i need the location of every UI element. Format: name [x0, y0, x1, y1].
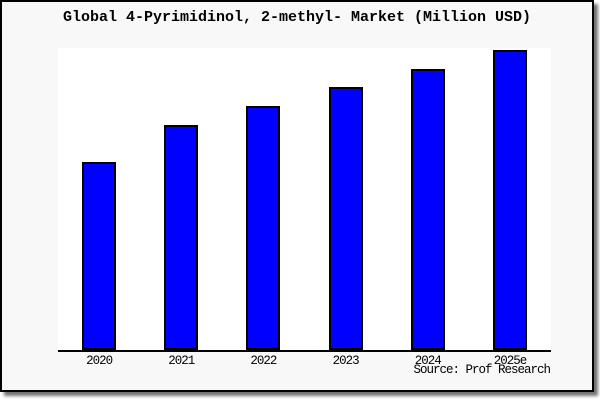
x-tick-label-2021: 2021 [168, 354, 195, 368]
bar-2023 [328, 86, 363, 350]
x-tick-label-2025e: 2025e [493, 354, 528, 368]
bar-2022 [246, 106, 281, 350]
x-tick-label-2022: 2022 [250, 354, 277, 368]
x-axis-labels: 2020 2021 2022 2023 2024 2025e [58, 354, 551, 369]
chart-frame: Global 4-Pyrimidinol, 2-methyl- Market (… [0, 0, 594, 392]
bars-container [58, 50, 551, 350]
bar-2020 [82, 161, 117, 350]
x-tick-label-2023: 2023 [332, 354, 360, 368]
x-tick-label-2020: 2020 [86, 354, 113, 368]
bar-2024 [410, 68, 445, 350]
chart-title: Global 4-Pyrimidinol, 2-methyl- Market (… [62, 9, 532, 26]
x-tick-label-2024: 2024 [414, 354, 442, 368]
bar-2025e [492, 50, 527, 350]
source-credit: Source: Prof Research [413, 363, 551, 377]
plot-area [58, 48, 551, 352]
bar-2021 [164, 125, 199, 350]
